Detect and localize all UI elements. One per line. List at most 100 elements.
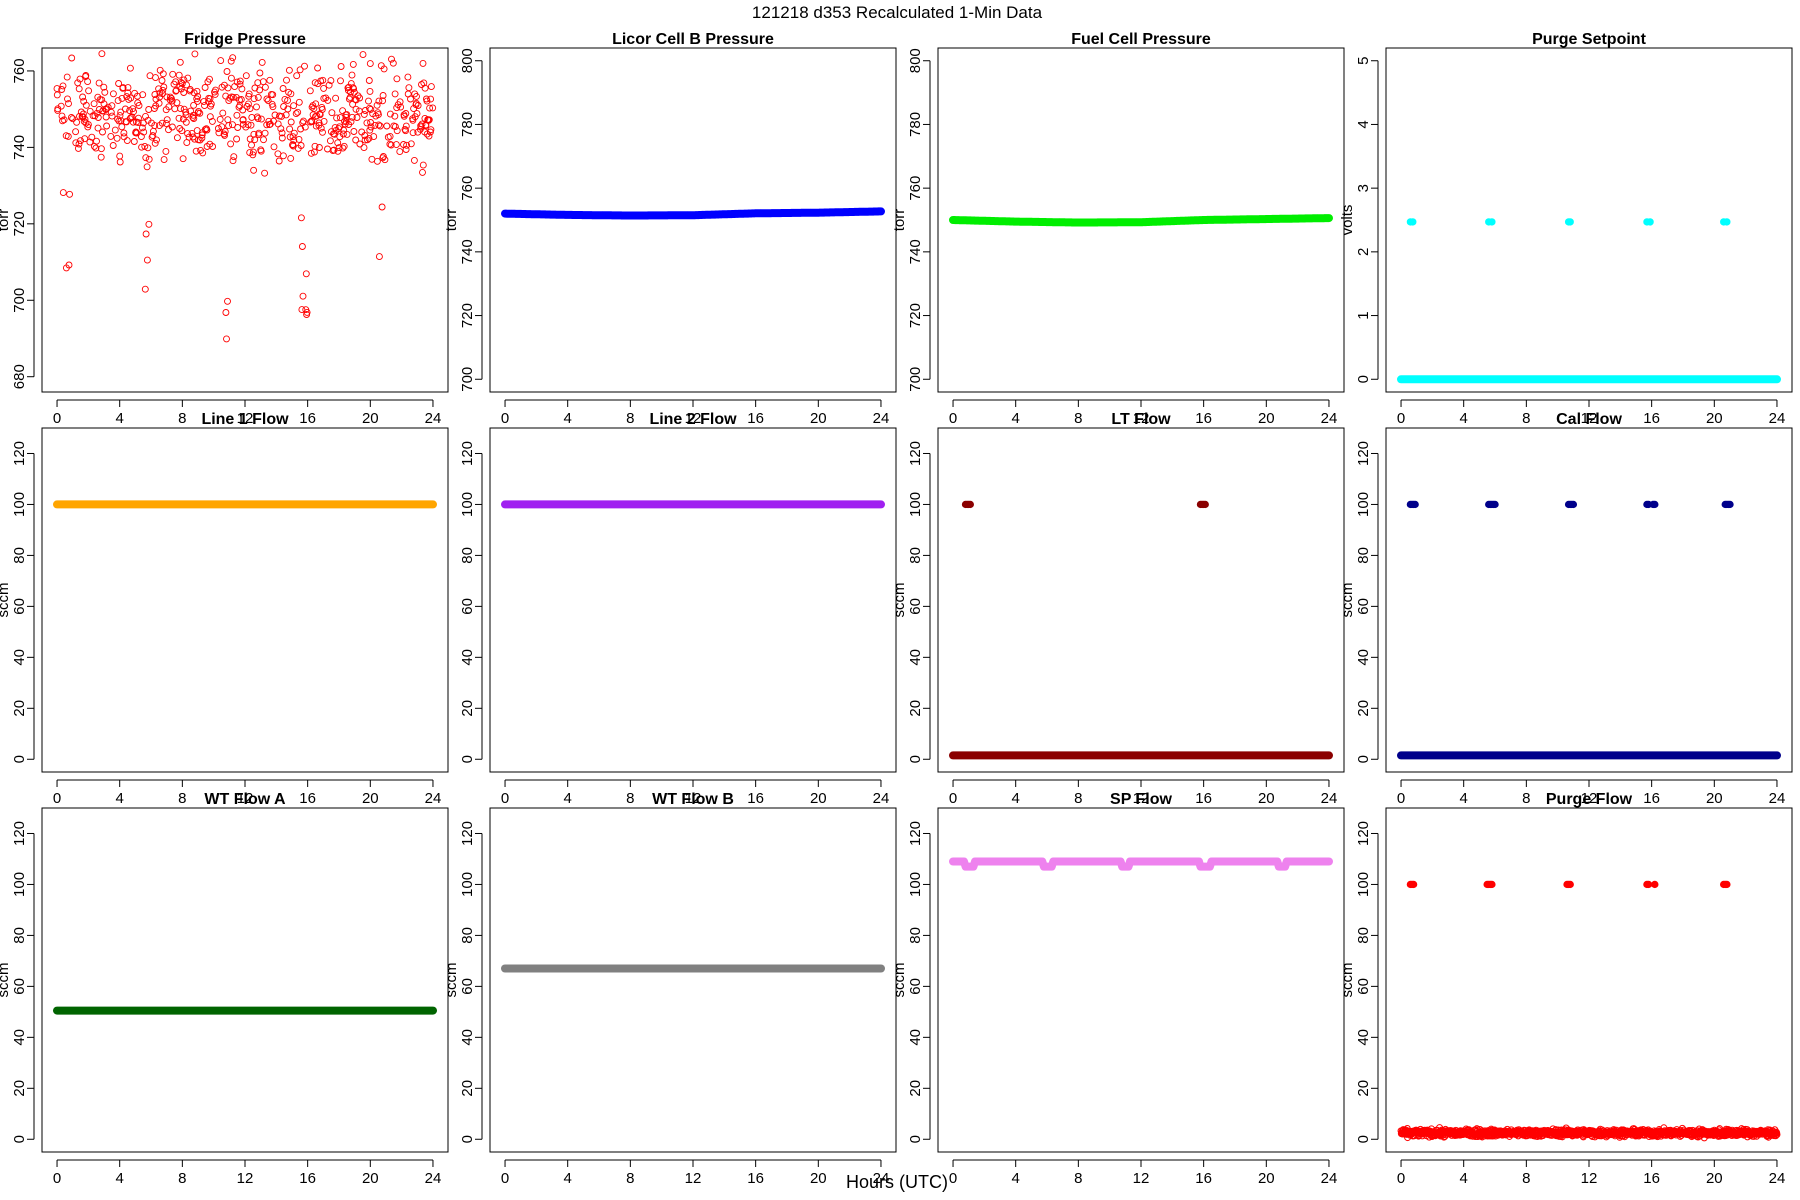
data-point <box>162 120 170 128</box>
data-point <box>97 145 105 153</box>
y-tick-label: 740 <box>907 239 924 264</box>
data-point <box>77 108 85 116</box>
data-point <box>182 118 190 126</box>
data-point <box>297 125 305 133</box>
y-tick-label: 100 <box>459 492 476 517</box>
data-point <box>287 118 295 126</box>
data-point <box>269 103 277 111</box>
data-point <box>277 125 285 133</box>
data-point <box>254 93 262 101</box>
x-tick-label: 24 <box>1769 790 1786 807</box>
data-point <box>86 138 94 146</box>
data-point <box>177 105 184 113</box>
y-tick-label: 120 <box>459 441 476 466</box>
data-point <box>221 128 229 135</box>
data-point <box>365 134 373 142</box>
y-tick-label: 120 <box>459 821 476 846</box>
plot-frame <box>1385 427 1793 773</box>
figure-title: 121218 d353 Recalculated 1-Min Data <box>752 3 1043 22</box>
data-point <box>396 148 404 156</box>
data-point <box>419 168 426 176</box>
data-point <box>248 113 256 121</box>
panel-title: WT Flow A <box>204 791 286 808</box>
data-point <box>152 74 159 82</box>
data-point <box>308 118 316 126</box>
data-point <box>366 126 374 134</box>
data-point <box>318 106 326 113</box>
data-point <box>311 142 319 150</box>
data-point <box>109 142 117 149</box>
data-point <box>404 73 412 81</box>
y-axis-label: volts <box>1339 205 1356 236</box>
data-point <box>115 117 123 125</box>
data-point <box>379 92 387 99</box>
data-point <box>114 97 122 105</box>
x-tick-label: 24 <box>1321 410 1338 427</box>
y-tick-label: 20 <box>11 1080 28 1097</box>
y-tick-label: 0 <box>1355 1135 1372 1143</box>
x-tick-label: 16 <box>1195 1170 1212 1187</box>
data-point <box>76 112 83 120</box>
data-point <box>53 91 61 99</box>
x-tick-label: 24 <box>873 410 890 427</box>
data-point <box>132 128 140 136</box>
data-point <box>229 54 237 62</box>
data-point <box>427 126 435 134</box>
data-point <box>145 220 153 228</box>
data-point <box>393 127 401 135</box>
y-tick-label: 2 <box>1355 248 1372 256</box>
data-point <box>251 136 259 144</box>
plot-frame <box>41 807 449 1153</box>
data-point <box>188 129 196 137</box>
data-point <box>345 83 353 91</box>
x-tick-label: 20 <box>1706 790 1723 807</box>
y-tick-label: 100 <box>11 872 28 897</box>
data-point <box>393 75 401 83</box>
data-point <box>224 297 231 305</box>
data-point <box>101 88 109 96</box>
x-tick-label: 24 <box>425 790 442 807</box>
x-tick-label: 4 <box>564 790 572 807</box>
data-point <box>114 115 122 123</box>
y-tick-label: 40 <box>1355 1029 1372 1046</box>
data-point <box>301 62 308 70</box>
plot-frame <box>937 427 1345 773</box>
data-point <box>214 125 222 132</box>
data-point <box>94 114 102 121</box>
data-point <box>312 100 320 108</box>
y-tick-label: 80 <box>459 927 476 944</box>
y-tick-label: 20 <box>459 1080 476 1097</box>
data-point <box>182 108 190 116</box>
data-point <box>246 105 254 113</box>
data-point <box>278 134 286 142</box>
data-point <box>284 105 292 113</box>
data-point <box>151 139 159 147</box>
data-point <box>142 154 150 162</box>
data-point <box>373 101 381 109</box>
data-point <box>195 107 202 115</box>
data-point <box>421 84 429 92</box>
data-point <box>113 134 121 142</box>
data-point <box>141 142 149 150</box>
data-point <box>128 113 136 121</box>
x-tick-label: 24 <box>425 1170 442 1187</box>
data-point <box>93 137 100 145</box>
data-point <box>98 50 106 58</box>
data-point <box>65 100 72 108</box>
y-tick-label: 720 <box>11 211 28 236</box>
data-point <box>107 132 115 140</box>
data-point <box>373 157 381 165</box>
series-line <box>949 857 1333 871</box>
x-tick-label: 12 <box>237 1170 254 1187</box>
data-point <box>295 135 303 143</box>
data-point <box>419 161 427 169</box>
data-point <box>244 100 252 108</box>
data-point <box>410 156 418 164</box>
data-point <box>244 121 252 129</box>
series-marks <box>949 214 1333 227</box>
data-point <box>81 115 89 123</box>
data-point <box>1409 880 1418 889</box>
y-tick-label: 800 <box>459 48 476 73</box>
data-point <box>144 144 152 152</box>
data-point <box>120 129 128 137</box>
